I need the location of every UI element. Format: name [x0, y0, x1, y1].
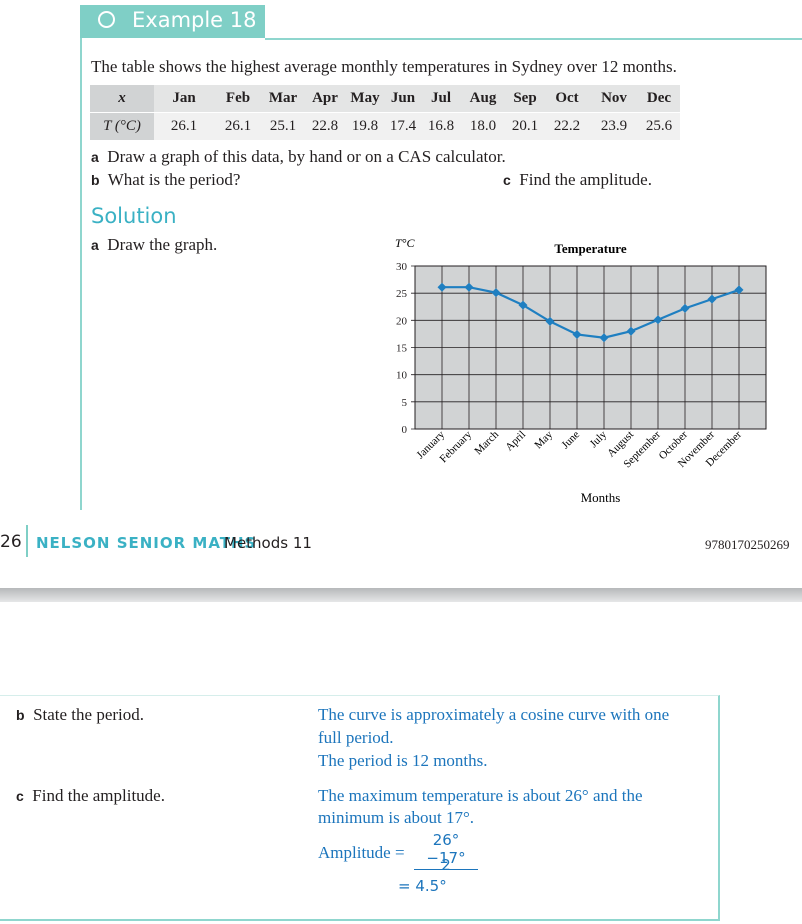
amplitude-result: = 4.5°: [398, 877, 447, 895]
solution-c: c Find the amplitude.: [16, 786, 165, 806]
table-value-cell: 17.4: [384, 112, 422, 140]
table-value-cell: 26.1: [154, 112, 214, 140]
table-x-label: x: [90, 85, 154, 113]
data-point-marker: [464, 282, 474, 292]
solution-c-answer-2: minimum is about 17°.: [318, 808, 475, 827]
table-value-cell: 22.8: [304, 112, 346, 140]
solution-c-label: Find the amplitude.: [32, 786, 165, 805]
chart-title: Temperature: [554, 241, 626, 256]
y-tick-label: 15: [396, 343, 408, 355]
table-header-row: x Jan Feb Mar Apr May Jun Jul Aug Sep Oct Nov Dec: [90, 85, 680, 113]
question-a-text: Draw a graph of this data, by hand or on…: [107, 147, 506, 166]
data-point-marker: [707, 294, 717, 304]
table-value-cell: 23.9: [590, 112, 638, 140]
solution-c-letter: c: [16, 788, 24, 804]
table-value-cell: 18.0: [460, 112, 506, 140]
table-header-cell: Dec: [638, 85, 680, 113]
solution-title: Solution: [91, 204, 177, 228]
y-tick-label: 0: [402, 424, 408, 436]
data-point-marker: [599, 333, 609, 343]
data-point-marker: [626, 326, 636, 336]
data-point-marker: [545, 316, 555, 326]
solution-b-letter: b: [16, 707, 25, 723]
solution-a-text: Draw the graph.: [107, 235, 218, 254]
y-tick-label: 25: [396, 288, 408, 300]
table-header-cell: Jun: [384, 85, 422, 113]
x-tick-label: March: [472, 428, 501, 457]
example-intro: The table shows the highest average mont…: [91, 57, 677, 76]
footer-brand: NELSON SENIOR MATHS: [36, 534, 257, 552]
y-tick-label: 5: [402, 397, 408, 409]
example-title: Example 18: [132, 8, 257, 32]
page-divider: [0, 588, 802, 602]
table-value-cell: 16.8: [422, 112, 460, 140]
question-a: a Draw a graph of this data, by hand or …: [91, 147, 506, 167]
footer-divider: [26, 525, 28, 557]
y-tick-label: 30: [396, 261, 408, 273]
table-value-cell: 25.6: [638, 112, 680, 140]
table-value-cell: 19.8: [346, 112, 384, 140]
page-number: 26: [0, 532, 22, 552]
data-point-marker: [518, 300, 528, 310]
solution-b-answer-1: The curve is approximately a cosine curv…: [318, 705, 670, 724]
y-tick-label: 10: [396, 370, 408, 382]
table-value-cell: 25.1: [262, 112, 304, 140]
solution-c-answer-1: The maximum temperature is about 26° and…: [318, 786, 643, 805]
solution-b-answer-2: full period.: [318, 728, 394, 747]
table-header-cell: Aug: [460, 85, 506, 113]
temperature-table: x Jan Feb Mar Apr May Jun Jul Aug Sep Oct Nov Dec T…: [90, 85, 680, 140]
amplitude-label: Amplitude =: [318, 843, 405, 862]
table-value-cell: 26.1: [214, 112, 262, 140]
question-c-letter: c: [503, 172, 511, 188]
x-tick-label: May: [532, 428, 555, 451]
question-b-text: What is the period?: [107, 170, 241, 189]
x-axis-label: Months: [581, 490, 621, 505]
amplitude-numerator: 26°−17°: [414, 831, 478, 870]
x-tick-label: April: [503, 429, 528, 454]
x-tick-label: July: [588, 428, 610, 450]
solution-continued-box: [0, 695, 720, 921]
x-tick-label: June: [559, 429, 582, 452]
question-b: b What is the period?: [91, 170, 240, 190]
table-header-cell: Nov: [590, 85, 638, 113]
y-axis-label: T°C: [395, 236, 415, 250]
table-header-cell: Sep: [506, 85, 544, 113]
footer-isbn: 9780170250269: [705, 537, 790, 552]
table-value-row: T (°C) 26.1 26.1 25.1 22.8 19.8 17.4 16.8 18.0 2…: [90, 112, 680, 140]
temperature-chart: 051015202530TemperatureT°CMonthsJanuaryF…: [395, 236, 767, 505]
table-header-cell: Jul: [422, 85, 460, 113]
solution-b-answer-3: The period is 12 months.: [318, 751, 488, 770]
footer-book-title: Methods 11: [224, 534, 312, 552]
data-point-marker: [572, 329, 582, 339]
amplitude-denominator: 2: [441, 856, 451, 874]
table-header-cell: Mar: [262, 85, 304, 113]
table-t-label: T (°C): [90, 112, 154, 140]
data-point-marker: [437, 282, 447, 292]
table-header-cell: May: [346, 85, 384, 113]
temperature-series-line: [442, 286, 740, 339]
circle-icon: [98, 11, 115, 28]
table-header-cell: Jan: [154, 85, 214, 113]
data-point-marker: [734, 285, 744, 295]
example-box: [80, 38, 802, 510]
solution-a-letter: a: [91, 237, 99, 253]
question-c-text: Find the amplitude.: [519, 170, 652, 189]
table-header-cell: Feb: [214, 85, 262, 113]
data-point-marker: [491, 288, 501, 298]
data-point-marker: [653, 315, 663, 325]
solution-b: b State the period.: [16, 705, 144, 725]
data-point-marker: [680, 303, 690, 313]
table-value-cell: 22.2: [544, 112, 590, 140]
solution-a: a Draw the graph.: [91, 235, 217, 255]
question-c: c Find the amplitude.: [503, 170, 652, 190]
table-value-cell: 20.1: [506, 112, 544, 140]
table-header-cell: Oct: [544, 85, 590, 113]
example-rule: [265, 38, 802, 40]
table-t-label-text: T (°C): [103, 118, 141, 134]
question-b-letter: b: [91, 172, 100, 188]
solution-b-label: State the period.: [33, 705, 145, 724]
y-tick-label: 20: [396, 315, 408, 327]
table-header-cell: Apr: [304, 85, 346, 113]
question-a-letter: a: [91, 149, 99, 165]
